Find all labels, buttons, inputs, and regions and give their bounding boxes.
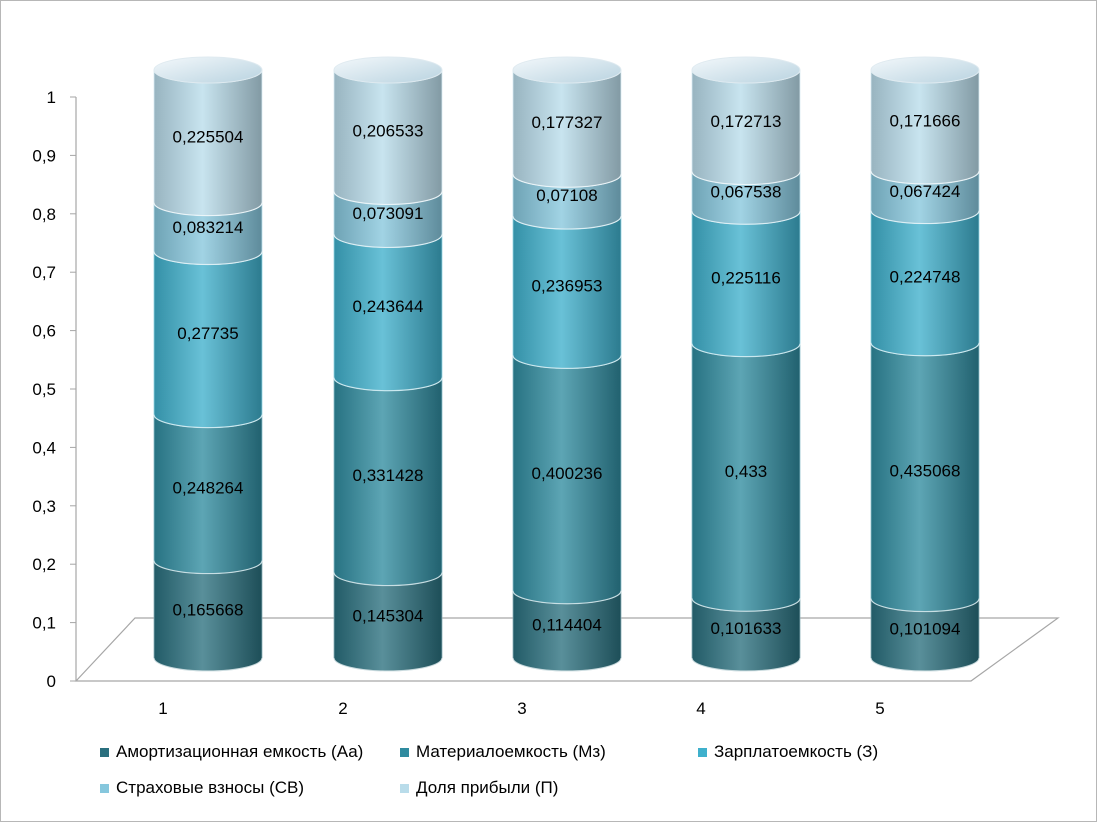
legend-label: Зарплатоемкость (З) [714,742,879,761]
cylinder-bar [870,56,980,672]
data-label: 0,243644 [353,297,424,316]
segment-edge [153,414,263,429]
segment-edge [870,170,980,185]
data-label: 0,206533 [353,122,424,141]
bars [153,56,980,672]
data-label: 0,073091 [353,204,424,223]
cylinder-top [512,56,622,84]
legend-label: Амортизационная емкость (Аа) [116,742,364,761]
y-tick-label: 0,4 [32,438,56,457]
legend-item: Зарплатоемкость (З) [698,742,878,762]
x-tick-label: 5 [875,699,884,718]
segment-edge [691,657,801,672]
data-label: 0,331428 [353,466,424,485]
data-label: 0,225116 [711,268,781,287]
segment-edge [691,343,801,358]
legend-swatch [400,747,409,757]
x-axis: 1 2 3 4 5 [158,699,884,718]
y-tick-label: 0,8 [32,205,56,224]
cylinder-top [153,56,263,84]
segment-edge [333,657,443,672]
segment-edge [153,560,263,575]
legend-item: Доля прибыли (П) [400,778,558,798]
segment-edge [870,342,980,357]
legend-label: Материалоемкость (Мз) [416,742,606,761]
x-tick-label: 1 [158,699,167,718]
cylinder-bar [691,56,801,672]
data-label: 0,101633 [711,619,782,638]
legend-swatch [698,747,707,757]
segment-edge [333,377,443,392]
data-label: 0,236953 [532,277,603,296]
data-label: 0,172713 [711,112,782,131]
y-tick-label: 0,5 [32,380,56,399]
segment-edge [333,191,443,206]
segment-edge [512,355,622,369]
y-tick-label: 1 [47,88,56,107]
legend: Амортизационная емкость (Аа) Материалоемк… [100,742,1000,812]
x-tick-label: 3 [517,699,526,718]
data-label: 0,400236 [532,464,603,483]
x-tick-label: 2 [338,699,347,718]
legend-label: Страховые взносы (СВ) [116,778,305,797]
y-tick-label: 0,3 [32,497,56,516]
segment-edge [691,598,801,612]
segment-edge [333,234,443,249]
y-tick-label: 0,9 [32,146,56,165]
y-tick-label: 0,2 [32,555,56,574]
segment-edge [153,202,263,217]
segment-edge [333,572,443,587]
legend-swatch [100,783,109,793]
segment-edge [691,171,801,186]
data-label: 0,433 [725,462,768,481]
data-label: 0,165668 [173,600,244,619]
segment-edge [512,657,622,672]
legend-item: Амортизационная емкость (Аа) [100,742,363,762]
data-label: 0,27735 [177,324,238,343]
legend-swatch [400,783,409,793]
data-label: 0,101094 [890,619,961,638]
data-label: 0,067538 [711,182,782,201]
cylinder-top [691,56,801,84]
segment-edge [870,210,980,225]
data-label: 0,248264 [173,479,244,498]
data-label: 0,225504 [173,127,244,146]
data-label: 0,067424 [890,182,961,201]
segment-edge [870,657,980,672]
y-axis: 0 0,1 0,2 0,3 0,4 0,5 0,6 0,7 0,8 0,9 1 [32,88,77,691]
legend-item: Страховые взносы (СВ) [100,778,304,798]
segment-edge [870,598,980,613]
legend-swatch [100,747,109,757]
cylinder-top [333,56,443,84]
data-label: 0,171666 [890,111,961,130]
data-label: 0,083214 [173,218,244,237]
data-label: 0,145304 [353,606,424,625]
segment-edge [691,211,801,225]
data-labels: 0,165668 0,248264 0,27735 0,083214 0,225504 0… [173,111,961,638]
cylinder-bar [333,56,443,672]
data-label: 0,114404 [532,615,602,634]
segment-edge [512,590,622,605]
legend-item: Материалоемкость (Мз) [400,742,606,762]
cylinder-top [870,56,980,84]
y-tick-label: 0,1 [32,614,56,633]
cylinder-bar [153,56,263,672]
data-label: 0,07108 [536,186,597,205]
y-tick-label: 0 [47,672,56,691]
segment-edge [153,657,263,672]
segment-edge [512,174,622,188]
data-label: 0,224748 [890,268,961,287]
y-tick-label: 0,7 [32,263,56,282]
segment-edge [512,215,622,230]
data-label: 0,435068 [890,462,961,481]
data-label: 0,177327 [532,113,603,132]
y-tick-label: 0,6 [32,322,56,341]
segment-edge [153,251,263,266]
x-tick-label: 4 [696,699,705,718]
legend-label: Доля прибыли (П) [416,778,559,797]
cylinder-bar [512,56,622,672]
